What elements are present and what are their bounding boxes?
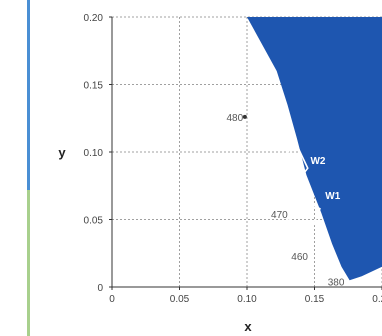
wavelength-label-470: 470 [271,210,288,221]
accent-bar-top [27,0,30,190]
wavelength-label-460: 460 [291,252,308,263]
x-axis-title: x [244,319,252,334]
y-tick-label: 0.20 [84,13,104,24]
y-tick-label: 0 [97,283,103,294]
accent-bar-bottom [27,190,30,336]
annotation-w2: W2 [310,156,325,167]
gamut-region [247,17,382,281]
y-tick-label: 0.05 [84,216,104,227]
x-tick-label: 0.10 [237,294,257,305]
wavelength-label-380: 380 [328,278,345,289]
series-layer [266,141,321,255]
y-tick-label: 0.10 [84,148,104,159]
tick-labels: 0 0.05 0.10 0.15 0.20 0 0.05 0.10 0.15 0.20 [84,13,382,305]
y-tick-label: 0.15 [84,81,104,92]
annotation-w1: W1 [325,191,340,202]
y-axis-title: y [58,145,66,160]
x-tick-label: 0.15 [305,294,325,305]
wavelength-label-480: 480 [227,113,244,124]
gamut-layer [247,17,382,281]
wavelength-marker-480 [242,114,247,119]
x-tick-label: 0.20 [372,294,382,305]
series-w2-outline [266,141,309,200]
x-tick-label: 0.05 [170,294,190,305]
series-w1-outline [283,194,321,255]
x-tick-label: 0 [109,294,115,305]
label-layer: 480 470 460 380 W2 W1 [227,113,345,289]
